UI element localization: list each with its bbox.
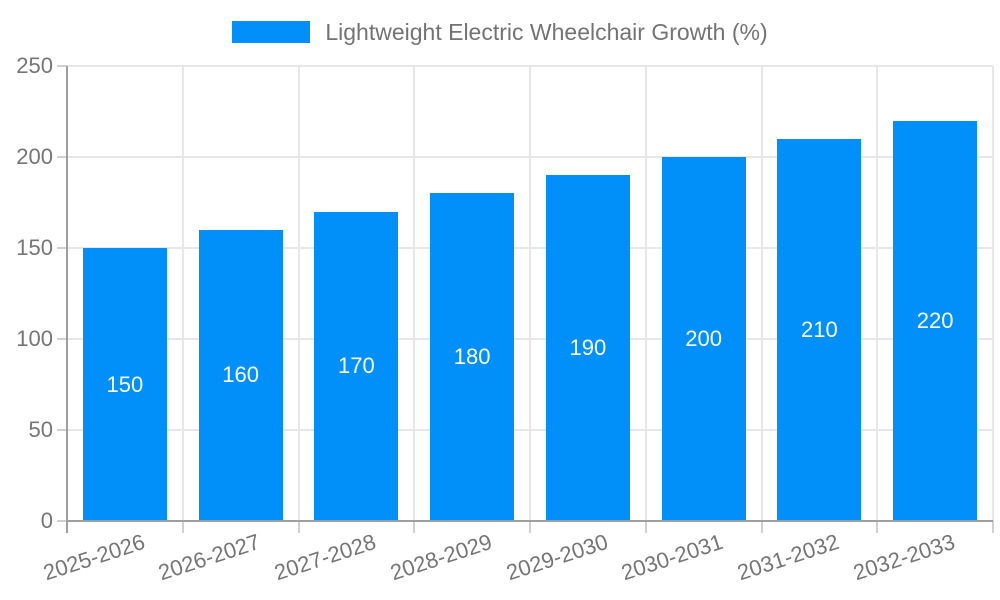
y-tick-label: 0 [40, 508, 53, 533]
x-tick-mark [992, 521, 994, 533]
legend-label: Lightweight Electric Wheelchair Growth (… [325, 18, 768, 45]
bar-value-label: 220 [916, 307, 954, 333]
bar[interactable] [777, 138, 862, 521]
x-tick-label: 2027-2028 [271, 529, 380, 586]
bar-value-label: 190 [569, 335, 607, 361]
x-tick-mark [297, 521, 300, 533]
y-axis-line [66, 66, 68, 533]
bar[interactable] [545, 175, 630, 521]
y-tick-label: 50 [28, 417, 53, 442]
v-gridline [297, 66, 300, 521]
bar[interactable] [893, 120, 978, 521]
y-tick-label: 200 [16, 144, 53, 169]
bar[interactable] [661, 157, 746, 521]
y-tick-mark [57, 65, 67, 67]
bar-value-label: 210 [801, 316, 838, 342]
x-tick-mark [181, 521, 184, 533]
y-tick-label: 250 [16, 53, 53, 78]
bar-value-label: 160 [222, 362, 259, 388]
v-gridline [181, 66, 184, 521]
legend-swatch-icon [232, 21, 311, 43]
bar[interactable] [430, 193, 515, 521]
x-tick-mark [760, 521, 763, 533]
bar-value-label: 170 [338, 353, 375, 379]
v-gridline [644, 66, 647, 521]
x-tick-label: 2031-2032 [734, 529, 843, 586]
chart-legend[interactable]: Lightweight Electric Wheelchair Growth (… [0, 16, 1000, 48]
bar[interactable] [314, 211, 399, 521]
x-tick-label: 2029-2030 [502, 529, 611, 586]
bar[interactable] [82, 248, 167, 521]
x-tick-mark [644, 521, 647, 533]
x-tick-label: 2032-2033 [850, 529, 958, 586]
v-gridline [413, 66, 416, 521]
y-tick-mark [57, 338, 67, 340]
v-gridline [876, 66, 879, 521]
v-gridline [529, 66, 531, 521]
x-tick-label: 2028-2029 [387, 529, 495, 586]
v-gridline [760, 66, 763, 521]
x-axis-line [67, 520, 993, 522]
y-tick-mark [57, 429, 67, 431]
bar-value-label: 200 [685, 326, 722, 351]
y-tick-mark [57, 156, 67, 158]
bar-value-label: 180 [453, 344, 491, 370]
x-tick-label: 2026-2027 [155, 529, 264, 586]
x-tick-label: 2025-2026 [39, 529, 148, 586]
x-tick-mark [876, 521, 879, 533]
bar-value-label: 150 [106, 371, 144, 397]
x-tick-mark [529, 521, 531, 533]
x-tick-mark [413, 521, 416, 533]
y-tick-label: 100 [16, 326, 53, 351]
bar[interactable] [198, 229, 283, 521]
x-tick-label: 2030-2031 [618, 529, 727, 586]
y-tick-mark [57, 520, 67, 522]
y-tick-mark [57, 247, 67, 249]
y-tick-label: 150 [16, 235, 53, 260]
v-gridline [992, 66, 994, 521]
